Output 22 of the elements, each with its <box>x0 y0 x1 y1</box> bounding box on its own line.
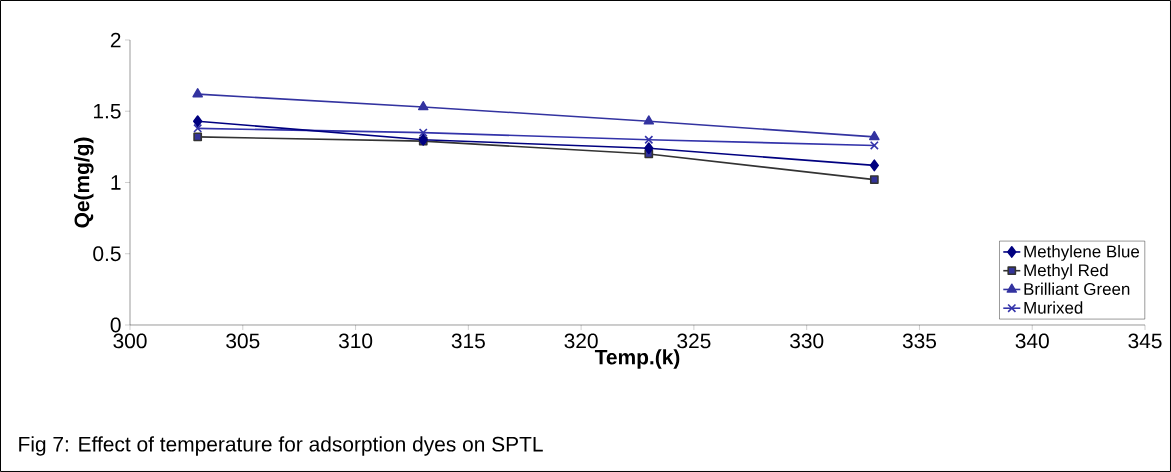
x-tick-label: 310 <box>338 333 373 349</box>
y-tick-label: 1.5 <box>94 103 121 119</box>
legend-label: Methylene Blue <box>1024 245 1140 261</box>
x-tick-label: 300 <box>113 333 147 349</box>
x-tick-label: 305 <box>226 333 260 349</box>
x-tick-label: 345 <box>1128 333 1162 349</box>
legend-label: Brilliant Green <box>1024 282 1130 296</box>
x-axis-title: Temp.(k) <box>594 349 680 369</box>
x-tick-label: 335 <box>902 333 937 349</box>
y-tick-label: 0.5 <box>93 246 121 262</box>
y-tick-label: 0 <box>110 317 121 333</box>
legend-label: Murixed <box>1024 301 1083 314</box>
x-tick-label: 330 <box>790 333 824 349</box>
x-tick-label: 340 <box>1015 333 1049 349</box>
caption: Fig 7: Effect of temperature for adsorption dyes on SPTL <box>19 436 543 456</box>
y-axis-title: Qe(mg/g) <box>73 137 94 228</box>
y-tick-label: 2 <box>110 32 121 48</box>
x-tick-label: 315 <box>451 333 485 349</box>
legend-label: Methyl Red <box>1024 263 1108 280</box>
x-tick-label: 325 <box>677 333 711 349</box>
x-tick-label: 320 <box>564 333 598 349</box>
y-tick-label: 1 <box>111 175 121 190</box>
